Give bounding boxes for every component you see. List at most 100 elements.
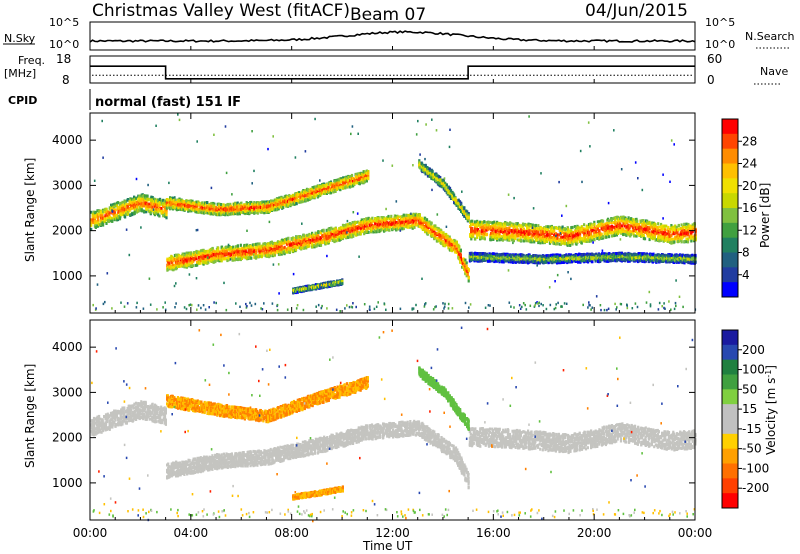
power-cell — [162, 198, 165, 202]
power-cell — [287, 237, 290, 240]
power-cell — [253, 206, 256, 210]
power-cell — [196, 250, 199, 254]
power-cell — [461, 258, 464, 262]
power-cell — [230, 212, 233, 216]
power-cell — [380, 228, 383, 232]
power-cell — [319, 231, 323, 235]
power-cell — [315, 238, 318, 242]
power-cell — [184, 204, 187, 208]
power-cell — [409, 215, 412, 219]
power-cell — [397, 221, 400, 225]
power-cell — [393, 225, 396, 229]
power-cell — [340, 227, 343, 231]
power-cell — [382, 227, 385, 231]
power-cell — [304, 194, 307, 198]
power-cell — [247, 244, 250, 248]
power-cell — [278, 205, 281, 209]
power-cell — [268, 207, 271, 211]
power-cell — [99, 211, 103, 215]
power-cell — [336, 238, 339, 242]
power-cell — [192, 260, 195, 264]
power-cell — [298, 246, 301, 250]
power-cell — [355, 221, 358, 224]
power-cell — [157, 210, 160, 214]
power-cell — [366, 227, 369, 231]
power-cell — [440, 241, 443, 245]
power-cell — [266, 204, 269, 208]
power-cell — [175, 201, 178, 204]
power-cell — [425, 218, 429, 222]
power-cell — [325, 241, 328, 245]
power-cell — [340, 231, 343, 235]
power-cell — [496, 237, 499, 240]
freq-label-line2: [MHz] — [4, 67, 36, 80]
power-cell — [278, 196, 281, 200]
power-cell — [175, 253, 178, 257]
power-cell — [207, 260, 210, 264]
power-cell — [234, 205, 237, 209]
power-cell — [196, 263, 199, 267]
power-cell — [454, 242, 457, 246]
power-cell — [115, 204, 119, 208]
power-cell — [274, 198, 277, 202]
power-cell — [393, 214, 396, 218]
power-cell — [183, 253, 186, 257]
power-cell — [168, 267, 171, 271]
power-cell — [306, 195, 309, 199]
power-cell — [172, 198, 175, 202]
cpid-mode-text: normal (fast) 151 IF — [95, 95, 241, 110]
power-cell — [281, 238, 284, 242]
power-cell — [423, 221, 426, 225]
power-cell — [464, 261, 467, 265]
power-cell — [439, 234, 442, 238]
power-cell — [226, 245, 229, 249]
power-cell — [317, 192, 320, 195]
power-cell — [201, 210, 204, 214]
power-cell — [397, 223, 400, 227]
power-cell — [246, 243, 249, 247]
power-cell — [214, 259, 217, 263]
power-cell — [307, 198, 310, 202]
power-cell — [174, 205, 177, 209]
frequency-line — [90, 65, 695, 80]
power-cell — [260, 249, 263, 253]
power-cell — [250, 256, 253, 260]
power-cell — [272, 248, 275, 252]
power-cell — [356, 232, 359, 236]
power-cell — [350, 234, 353, 238]
power-cell — [250, 251, 253, 255]
power-cell — [175, 258, 178, 262]
power-cell — [188, 254, 191, 258]
power-cell — [137, 203, 140, 207]
power-cell — [462, 265, 465, 269]
power-cell — [390, 214, 393, 218]
power-cell — [331, 230, 334, 233]
power-cell — [147, 198, 150, 201]
power-cell — [401, 217, 404, 220]
power-cell — [217, 256, 220, 260]
power-cell — [472, 232, 475, 236]
power-cell — [401, 227, 404, 231]
power-cell — [372, 230, 375, 234]
power-cell — [120, 204, 123, 208]
power-cell — [204, 253, 207, 257]
power-cell — [171, 196, 175, 200]
power-cell — [379, 227, 382, 231]
power-cell — [279, 247, 282, 251]
power-cell — [492, 238, 495, 241]
power-cell — [499, 230, 502, 233]
power-cell — [348, 222, 351, 225]
power-cell — [99, 218, 102, 222]
power-cell — [454, 250, 457, 254]
power-cell — [295, 198, 298, 202]
power-cell — [243, 254, 246, 258]
power-cell — [370, 219, 373, 223]
power-cell — [409, 220, 412, 224]
power-cell — [291, 197, 294, 201]
power-cell — [143, 204, 146, 208]
power-cell — [92, 212, 95, 216]
power-cell — [272, 251, 275, 255]
power-cell — [467, 276, 470, 280]
power-cell — [309, 238, 312, 242]
power-cell — [259, 245, 262, 249]
